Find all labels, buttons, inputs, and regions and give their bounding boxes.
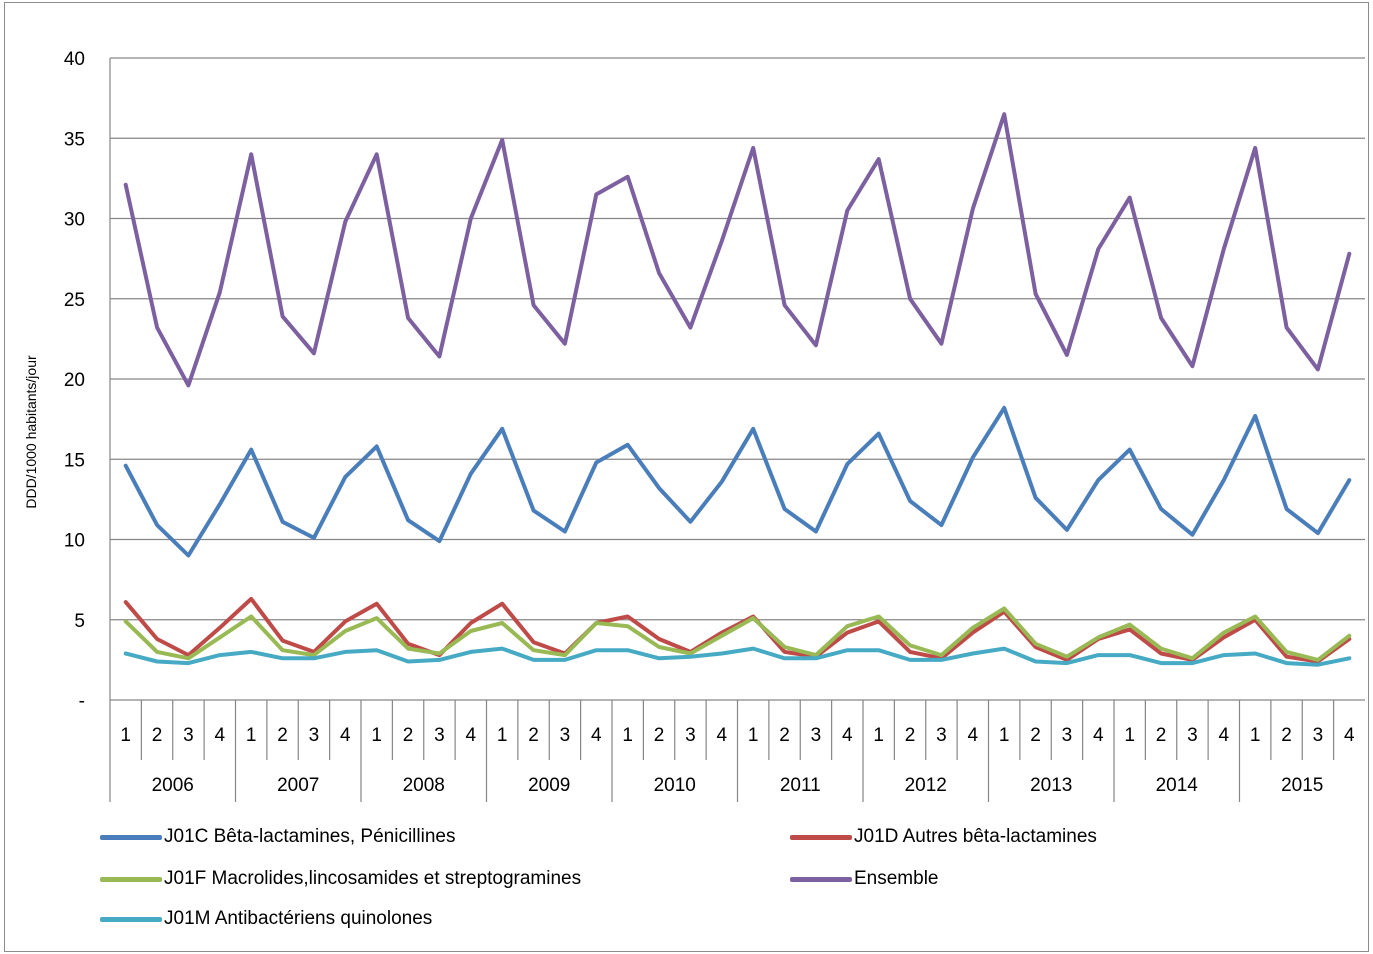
legend-swatch [790, 876, 852, 882]
series-line-2 [123, 606, 1352, 662]
legend-item: J01M Antibactériens quinolones [100, 906, 432, 932]
legend-label: J01C Bêta-lactamines, Pénicillines [164, 826, 456, 847]
y-tick-label: 35 [64, 129, 85, 150]
x-tick-label: 2 [152, 725, 163, 746]
x-tick-label: 2 [1156, 725, 1167, 746]
x-tick-label: 3 [685, 725, 696, 746]
y-tick-label: 40 [64, 49, 85, 70]
x-tick-label: 2 [1281, 725, 1292, 746]
y-axis-label: DDD/1000 habitants/jour [23, 355, 39, 509]
x-tick-label: 4 [466, 725, 477, 746]
x-tick-label: 4 [968, 725, 979, 746]
series-lines [123, 112, 1352, 667]
x-tick-label: 2 [528, 725, 539, 746]
x-tick-label: 3 [434, 725, 445, 746]
legend-swatch [790, 834, 852, 840]
series-line-1 [123, 596, 1352, 664]
year-label: 2009 [528, 775, 570, 796]
series-line-0 [123, 405, 1352, 558]
x-tick-label: 4 [1219, 725, 1230, 746]
legend-label: Ensemble [854, 868, 939, 889]
legend-swatch [100, 834, 162, 840]
legend-label: J01F Macrolides,lincosamides et streptog… [164, 868, 582, 889]
year-label: 2012 [905, 775, 947, 796]
x-tick-label: 3 [936, 725, 947, 746]
x-tick-label: 3 [560, 725, 571, 746]
gridlines [109, 57, 1365, 802]
x-tick-label: 1 [246, 725, 257, 746]
legend-label: J01D Autres bêta-lactamines [854, 826, 1097, 847]
y-tick-label: 5 [74, 611, 85, 632]
y-axis-ticks: - 5 10 15 20 25 30 35 40 [64, 49, 85, 712]
year-label: 2006 [152, 775, 194, 796]
x-tick-label: 1 [999, 725, 1010, 746]
x-tick-label: 2 [905, 725, 916, 746]
x-tick-label: 1 [1124, 725, 1135, 746]
year-label: 2007 [277, 775, 319, 796]
x-tick-label: 4 [842, 725, 853, 746]
x-tick-label: 1 [1250, 725, 1261, 746]
x-tick-label: 4 [591, 725, 602, 746]
legend-item: J01C Bêta-lactamines, Pénicillines [100, 824, 455, 850]
x-tick-label: 4 [215, 725, 226, 746]
x-tick-label: 3 [1313, 725, 1324, 746]
legend-item: J01D Autres bêta-lactamines [790, 824, 1097, 850]
legend-swatch [100, 876, 162, 882]
x-tick-label: 2 [403, 725, 414, 746]
y-tick-label: 25 [64, 290, 85, 311]
x-tick-label: 2 [779, 725, 790, 746]
year-label: 2015 [1281, 775, 1323, 796]
year-label: 2011 [780, 775, 821, 796]
y-tick-label: 10 [64, 531, 85, 552]
legend-item: Ensemble [790, 866, 939, 892]
legend-swatch [100, 916, 162, 922]
x-tick-label: 3 [183, 725, 194, 746]
x-tick-label: 3 [1062, 725, 1073, 746]
x-tick-label: 4 [1093, 725, 1104, 746]
year-label: 2013 [1030, 775, 1072, 796]
legend-label: J01M Antibactériens quinolones [164, 908, 433, 929]
x-tick-label: 2 [277, 725, 288, 746]
y-tick-label: 20 [64, 370, 85, 391]
x-tick-label: 1 [873, 725, 884, 746]
y-tick-label: 30 [64, 210, 85, 231]
x-tick-label: 4 [717, 725, 728, 746]
x-tick-label: 3 [309, 725, 320, 746]
y-tick-label: - [79, 691, 85, 712]
year-label: 2014 [1156, 775, 1199, 796]
x-tick-label: 4 [1344, 725, 1355, 746]
year-label: 2008 [403, 775, 445, 796]
x-tick-label: 3 [811, 725, 822, 746]
x-tick-label: 1 [622, 725, 633, 746]
series-line-3 [123, 112, 1352, 388]
legend-item: J01F Macrolides,lincosamides et streptog… [100, 866, 581, 892]
x-tick-label: 4 [340, 725, 351, 746]
x-tick-label: 1 [371, 725, 382, 746]
y-tick-label: 15 [64, 450, 85, 471]
x-tick-label: 2 [654, 725, 665, 746]
x-tick-label: 1 [120, 725, 131, 746]
year-label: 2010 [654, 775, 696, 796]
chart-frame [4, 2, 1369, 952]
x-tick-label: 1 [497, 725, 508, 746]
x-tick-label: 2 [1030, 725, 1041, 746]
x-tick-label: 3 [1187, 725, 1198, 746]
series-line-4 [123, 646, 1352, 667]
x-tick-label: 1 [748, 725, 759, 746]
